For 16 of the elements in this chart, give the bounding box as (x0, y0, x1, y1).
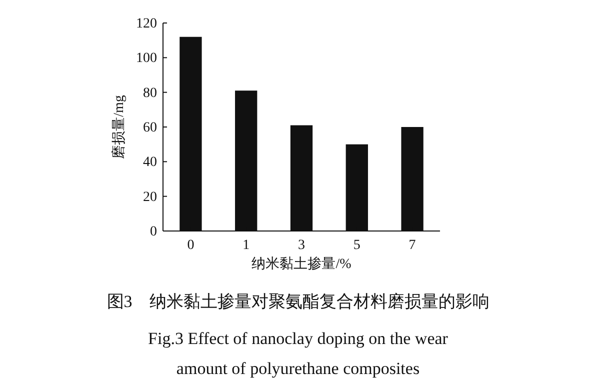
y-axis-title: 磨损量/mg (111, 95, 127, 159)
x-tick-label: 0 (187, 238, 194, 253)
y-tick-label: 60 (143, 120, 157, 136)
y-tick-label: 120 (136, 16, 157, 32)
text: Fig.3 Effect of nanoclay doping on the wear amount of polyurethane composites (148, 329, 448, 378)
y-tick-label: 0 (150, 224, 157, 240)
x-tick-label: 7 (408, 238, 416, 253)
y-tick-label: 80 (143, 86, 157, 101)
y-tick-label: 40 (143, 155, 157, 170)
x-tick-label: 5 (353, 238, 360, 253)
x-tick-label: 3 (298, 238, 305, 253)
y-tick-label: 100 (136, 51, 157, 66)
y-tick-label: 20 (143, 190, 157, 205)
x-tick-label: 1 (242, 238, 250, 253)
x-axis-title: 纳米黏土掺量/% (252, 256, 352, 272)
text: 图3 纳米黏土掺量对聚氨酯复合材料磨损量的影响 (106, 292, 490, 311)
